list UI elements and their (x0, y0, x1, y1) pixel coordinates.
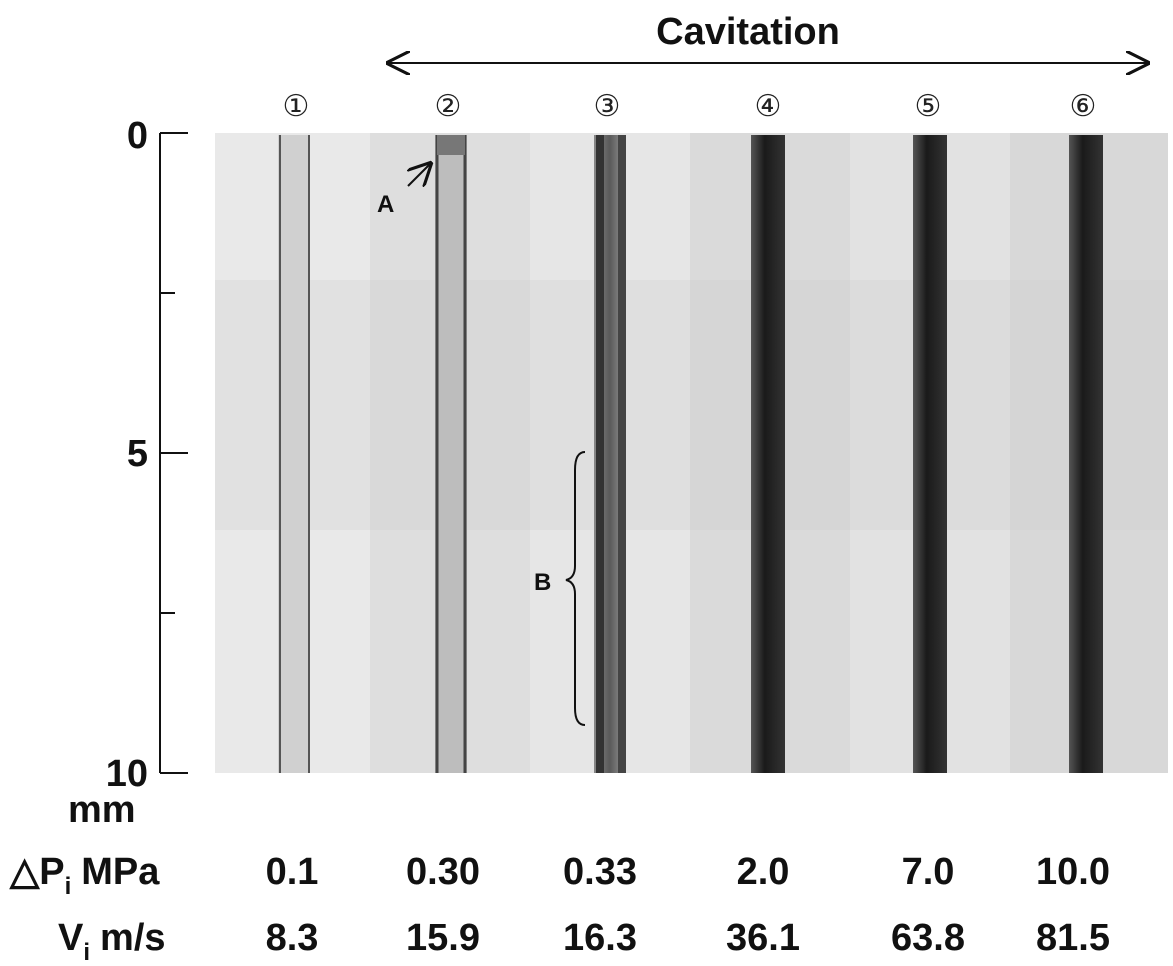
row-value: 63.8 (891, 917, 965, 959)
row-value: 7.0 (902, 851, 955, 893)
row-values: 0.1 0.30 0.33 2.0 7.0 10.0 8.3 15.9 16.3 36.1 63.8… (266, 851, 1110, 959)
row-value: 16.3 (563, 917, 637, 959)
row-value: 0.30 (406, 851, 480, 893)
subscript: i (83, 939, 90, 966)
row-label: △Pi MPa (9, 851, 160, 900)
panel-label: ④ (755, 89, 782, 124)
panel-labels: ① ② ③ ④ ⑤ ⑥ (283, 89, 1097, 124)
title: Cavitation (656, 11, 840, 53)
row-value: 2.0 (737, 851, 790, 893)
scale-unit: mm (68, 789, 136, 831)
symbol: V (58, 917, 84, 959)
row-value: 15.9 (406, 917, 480, 959)
row-value: 10.0 (1036, 851, 1110, 893)
symbol: △P (9, 851, 65, 893)
panel-label: ⑥ (1070, 89, 1097, 124)
brace (565, 451, 586, 726)
row-value: 36.1 (726, 917, 800, 959)
scale (159, 132, 188, 774)
unit: m/s (100, 917, 165, 959)
panel-label: ① (283, 89, 310, 124)
panel-label: ③ (594, 89, 621, 124)
unit: MPa (81, 851, 160, 893)
row-label: Vi m/s (58, 917, 166, 966)
row-value: 0.1 (266, 851, 319, 893)
annotation: B (534, 569, 551, 596)
scale-label: 0 (127, 115, 148, 157)
scale-label: 5 (127, 433, 148, 475)
annotation: A (377, 191, 394, 218)
row-value: 81.5 (1036, 917, 1110, 959)
row-value: 0.33 (563, 851, 637, 893)
panel-label: ⑤ (915, 89, 942, 124)
panel-label: ② (435, 89, 462, 124)
subscript: i (65, 873, 72, 900)
row-value: 8.3 (266, 917, 319, 959)
scale-label: 10 (106, 753, 148, 795)
photo-area (215, 133, 1168, 773)
annotation-arrow (408, 162, 432, 186)
